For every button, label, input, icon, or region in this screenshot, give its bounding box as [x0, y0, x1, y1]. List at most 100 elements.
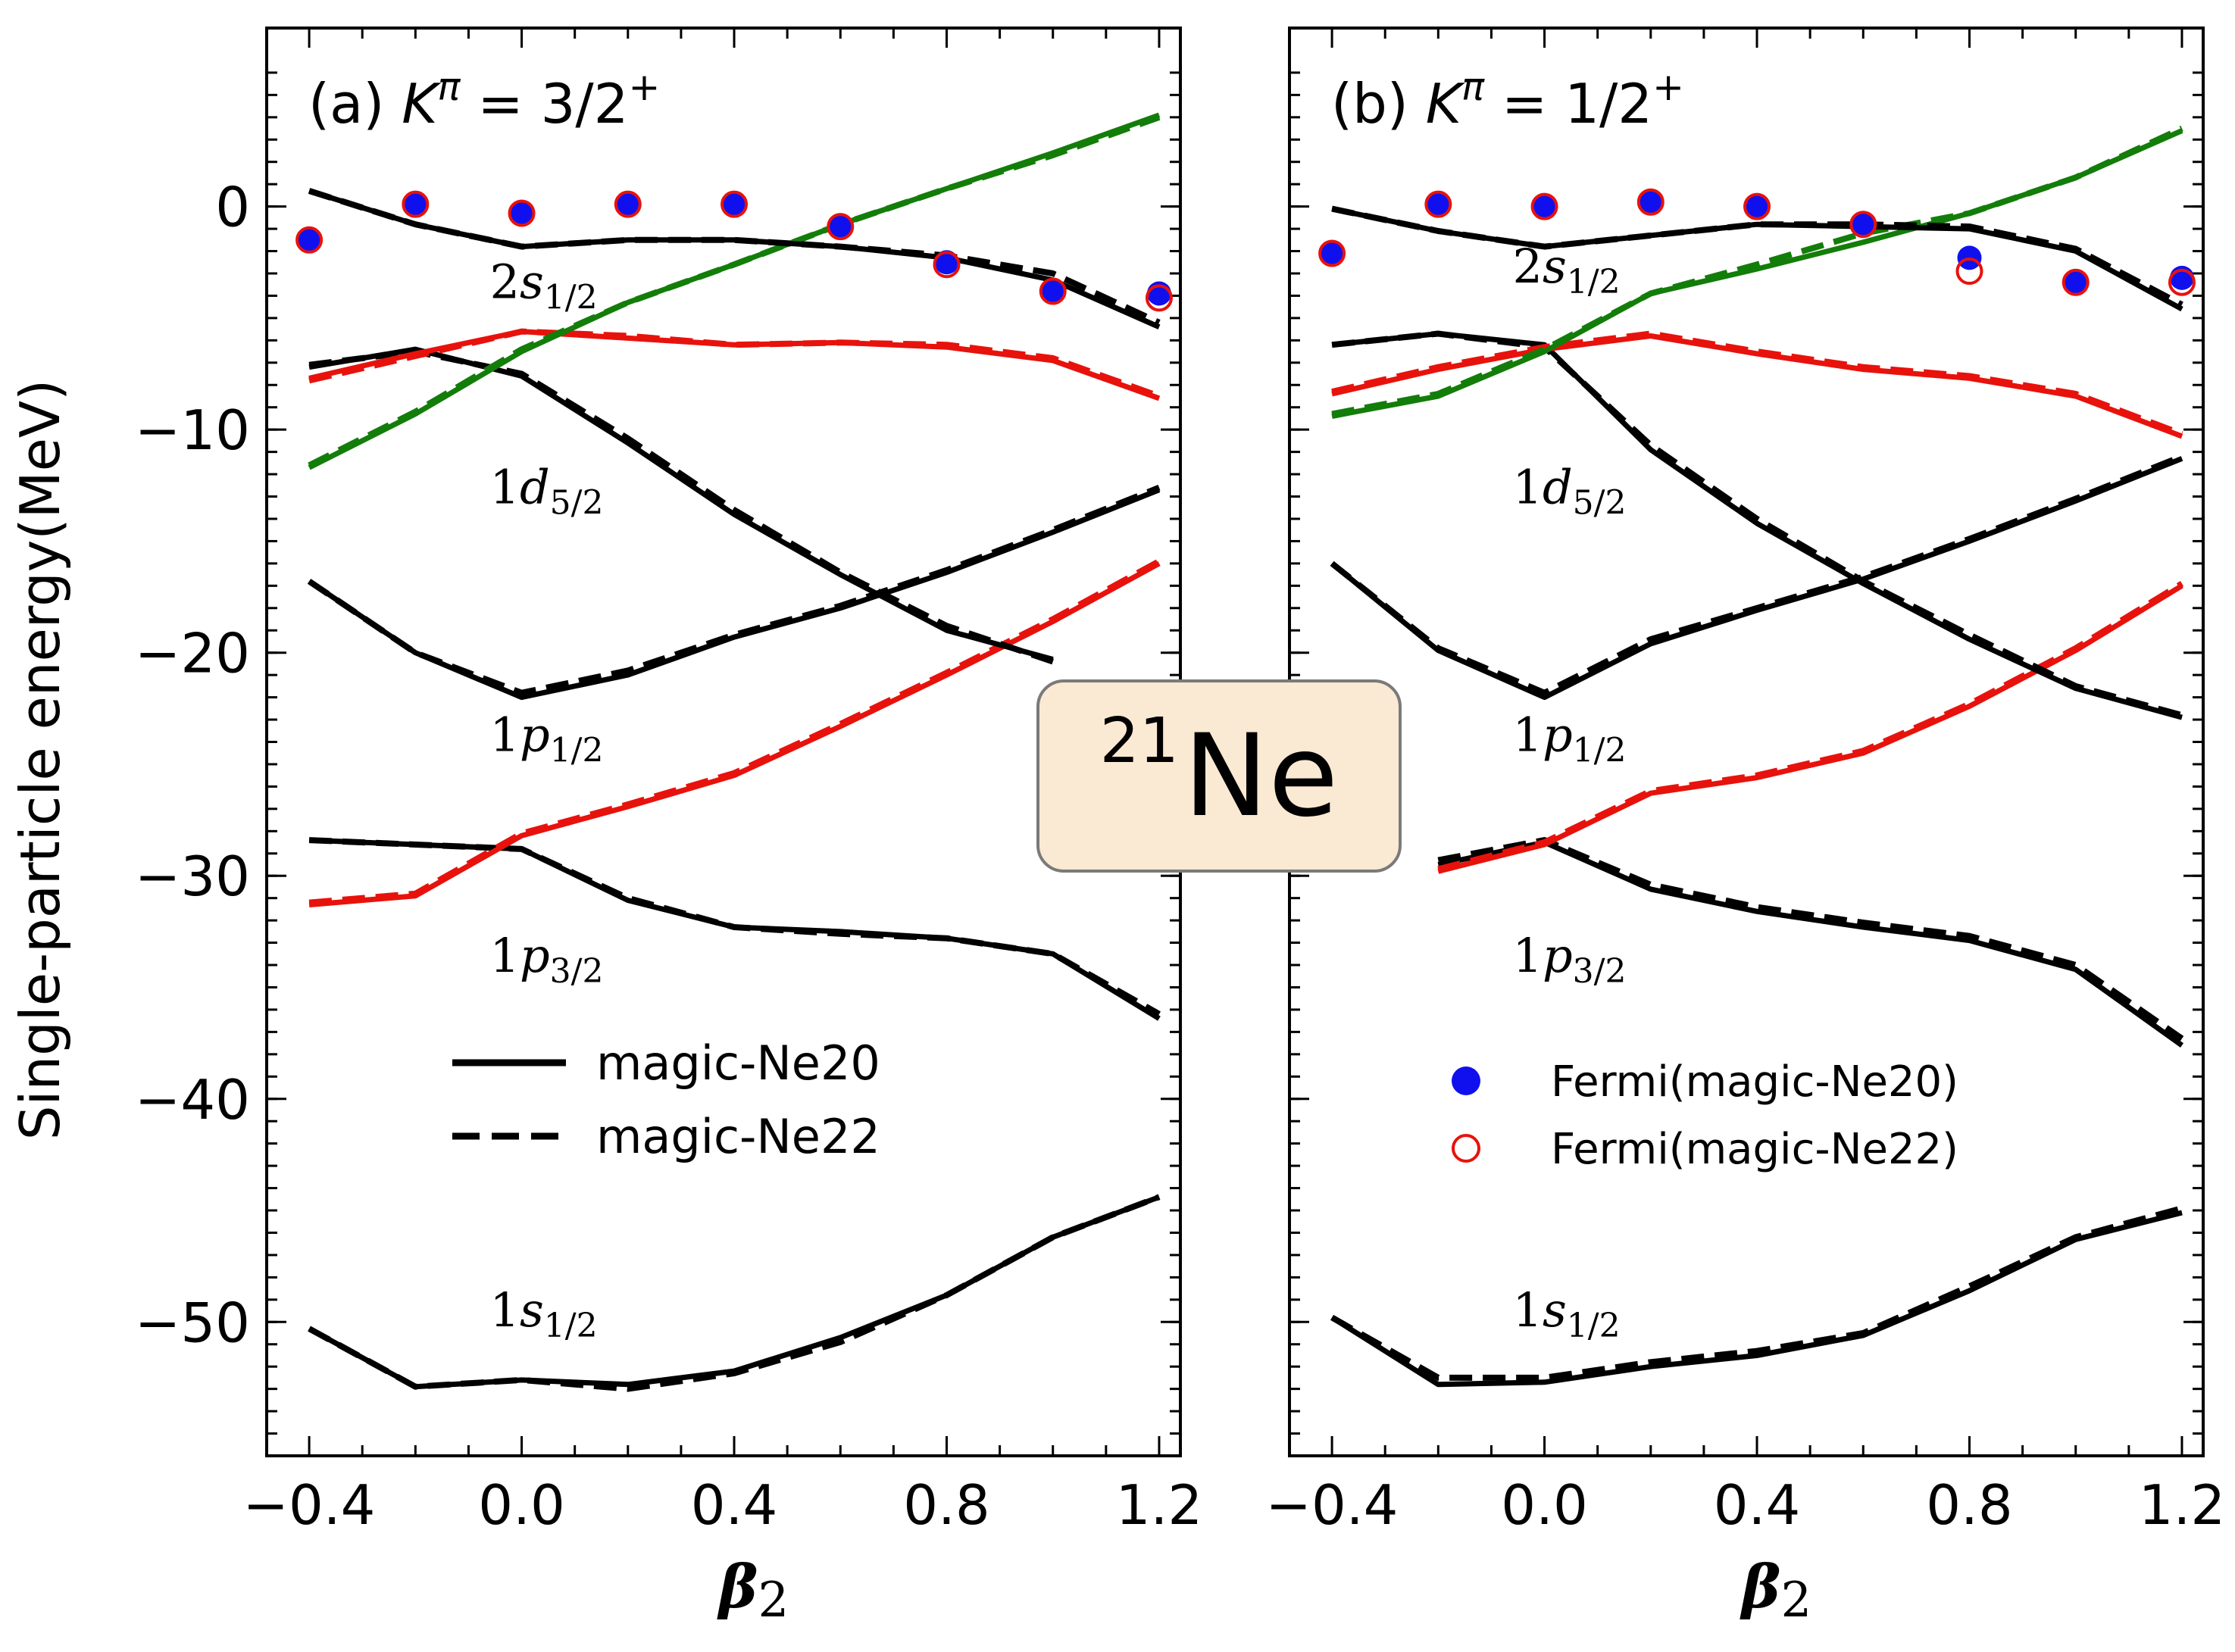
fermi-point-ne22 [1145, 284, 1173, 312]
fermi-point-ne22 [614, 190, 642, 218]
series-2s1-2-magic-ne20 [1331, 206, 2183, 312]
x-tick-label: 0.8 [1926, 1473, 2013, 1537]
level-label: 2s1/2 [1512, 239, 1620, 301]
series-1p1-2-magic-ne20 [308, 487, 1161, 701]
fermi-point-ne20 [1320, 241, 1345, 266]
level-label: 1s1/2 [489, 1282, 597, 1345]
series-1p3-2-magic-ne22 [308, 837, 1161, 1017]
series-1s1-2-magic-ne22 [308, 1194, 1161, 1392]
fermi-point-ne20 [1638, 189, 1663, 214]
fermi-point-ne20 [403, 192, 428, 217]
series-2s1-2-magic-ne22 [308, 188, 1161, 326]
x-axis-label: β2 [1740, 1553, 1812, 1629]
nucleus-label-box: 21 Ne [1036, 679, 1402, 873]
series-1p3-2-red-magic-ne20 [308, 561, 1161, 907]
legend-label: magic-Ne20 [596, 1035, 880, 1091]
x-axis-label: β2 [717, 1553, 789, 1629]
fermi-point-ne22 [1636, 188, 1665, 216]
series-1s1-2-magic-ne22 [1330, 1205, 2183, 1381]
y-tick-label: −20 [135, 622, 250, 685]
y-tick-label: 0 [215, 176, 250, 239]
level-label: 1d5/2 [1512, 459, 1626, 522]
level-label: 2s1/2 [489, 254, 597, 317]
fermi-point-ne22 [1955, 258, 1983, 286]
fermi-point-ne20 [1745, 194, 1770, 219]
fermi-point-ne20 [1851, 212, 1876, 237]
series-green-magic-ne20 [1331, 128, 2183, 419]
series-lines [1330, 125, 2184, 1388]
fermi-point-ne22 [1318, 239, 1346, 267]
fermi-point-ne22 [2168, 268, 2196, 296]
series-1d5-2-red-magic-ne22 [1331, 330, 2183, 437]
panel-title: (b) Kπ = 1/2+ [1331, 65, 1684, 136]
y-tick-label: −30 [135, 845, 250, 908]
x-tick-label: 1.2 [1116, 1473, 1203, 1537]
fermi-point-ne22 [1039, 277, 1067, 305]
panel-title: (a) Kπ = 3/2+ [308, 65, 660, 136]
legend: magic-Ne20 magic-Ne22 [452, 1035, 880, 1164]
fermi-point-ne22 [402, 190, 430, 218]
series-1s1-2-magic-ne20 [1330, 1210, 2183, 1388]
level-label: 1p1/2 [489, 707, 603, 770]
series-1d5-2-magic-ne22 [308, 348, 1054, 665]
legend: Fermi(magic-Ne20) Fermi(magic-Ne22) [1452, 1057, 1958, 1174]
y-tick-label: −40 [135, 1068, 250, 1132]
nucleus-mass-number: 21 [1099, 705, 1179, 777]
fermi-point-ne22 [1743, 192, 1771, 220]
x-tick-label: 0.4 [1714, 1473, 1801, 1537]
x-tick-label: 0.0 [1501, 1473, 1588, 1537]
fermi-point-ne20 [1532, 194, 1557, 219]
x-tick-label: 0.8 [903, 1473, 990, 1537]
panel-a: −0.4 0.0 0.4 0.8 1.2 0 −10 −20 −30 −40 −50 β2 2s1/2 1… [135, 27, 1203, 1629]
level-label: 1p3/2 [1512, 928, 1626, 991]
fermi-point-ne22 [1530, 192, 1558, 220]
fermi-markers [295, 190, 1173, 312]
fermi-point-ne20 [722, 192, 747, 217]
series-1d5-2-red-magic-ne22 [308, 328, 1161, 399]
level-label: 1d5/2 [489, 459, 603, 522]
series-1p3-2-magic-ne22 [1437, 837, 2184, 1041]
series-1d5-2-magic-ne22 [1331, 330, 2183, 719]
y-axis-label: Single-particle energy(MeV) [8, 379, 72, 1140]
fermi-point-ne22 [2062, 268, 2090, 296]
fermi-markers [1318, 188, 2196, 296]
series-1p1-2-magic-ne22 [307, 484, 1161, 696]
panel-b: −0.4 0.0 0.4 0.8 1.2 β2 2s1/2 1d5/2 1p1/2 1p3/2 1s… [1266, 27, 2226, 1629]
y-tick-label: −50 [135, 1291, 250, 1354]
fermi-point-ne20 [615, 192, 640, 217]
series-1s1-2-magic-ne20 [308, 1194, 1161, 1390]
series-1p1-2-magic-ne22 [1330, 453, 2183, 696]
level-label: 1s1/2 [1512, 1282, 1620, 1345]
legend-swatch-open [1452, 1134, 1480, 1163]
fermi-point-ne22 [721, 190, 749, 218]
series-1d5-2-red-magic-ne20 [308, 329, 1161, 401]
legend-label: Fermi(magic-Ne22) [1551, 1125, 1958, 1174]
fermi-point-ne20 [297, 227, 322, 252]
series-1d5-2-magic-ne20 [308, 346, 1054, 662]
fermi-point-ne22 [1849, 211, 1877, 239]
x-tick-label: −0.4 [243, 1473, 376, 1537]
series-green-magic-ne22 [1331, 125, 2183, 417]
fermi-point-ne20 [2063, 270, 2088, 295]
y-tick-label: −10 [135, 398, 250, 462]
legend-label: Fermi(magic-Ne20) [1551, 1057, 1958, 1107]
fermi-point-ne22 [1424, 190, 1452, 218]
series-1p3-2-magic-ne20 [1437, 839, 2184, 1048]
series-green-magic-ne20 [308, 112, 1161, 470]
fermi-point-ne20 [934, 250, 959, 275]
level-label: 1p3/2 [489, 928, 603, 991]
legend-label: magic-Ne22 [596, 1109, 880, 1164]
legend-swatch-filled [1452, 1066, 1480, 1095]
series-green-magic-ne22 [308, 114, 1161, 468]
x-tick-label: 1.2 [2139, 1473, 2226, 1537]
fermi-point-ne22 [933, 251, 961, 279]
fermi-point-ne20 [828, 214, 853, 239]
fermi-point-ne22 [508, 199, 536, 227]
fermi-point-ne20 [509, 201, 534, 226]
level-label: 1p1/2 [1512, 707, 1626, 770]
fermi-point-ne20 [1426, 192, 1451, 217]
series-1p3-2-red-magic-ne22 [308, 558, 1161, 906]
fermi-point-ne20 [1040, 279, 1065, 304]
nucleus-symbol: Ne [1183, 710, 1339, 842]
